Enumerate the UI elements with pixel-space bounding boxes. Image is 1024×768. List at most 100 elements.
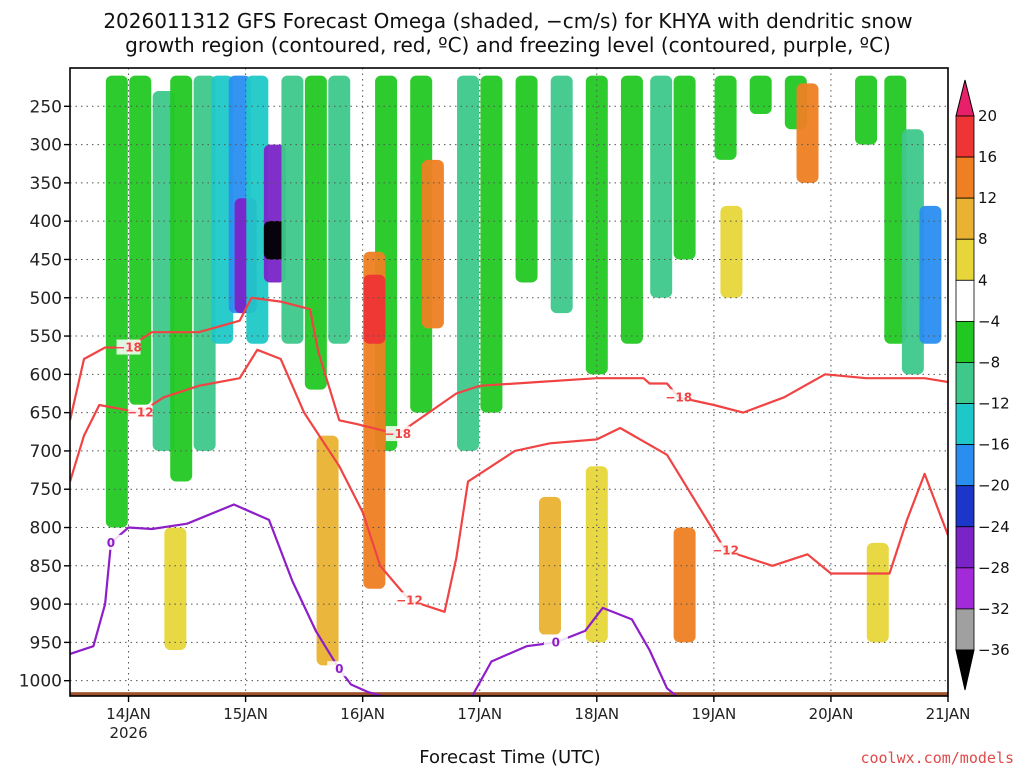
y-tick-label-950: 950 [30,633,62,653]
credit-text: coolwx.com/models [860,749,1014,767]
y-tick-label-350: 350 [30,174,62,194]
colorbar-label-8: −16 [978,436,1010,454]
chart-title-line-2: growth region (contoured, red, ºC) and f… [125,33,891,57]
omega-cell-16 [457,75,480,451]
omega-cell-41 [866,542,889,643]
colorbar-segment-11 [955,526,975,569]
x-tick-label-17JAN: 17JAN [457,705,502,723]
contour-label-bg-1-1 [397,592,422,608]
x-tick-label-14JAN: 14JAN [106,705,151,723]
x-tick-label-20JAN: 20JAN [809,705,854,723]
contour-line-0 [70,296,948,436]
omega-cell-30 [919,205,942,344]
y-tick-label-1000: 1000 [19,672,62,692]
colorbar-segment-3 [955,197,975,240]
omega-cell-23 [673,75,696,260]
omega-cell-25 [749,75,772,114]
omega-cell-21 [620,75,643,344]
contour-label-bg-1-0 [128,404,153,420]
y-tick-label-400: 400 [30,212,62,232]
terrain [70,692,948,696]
y-tick-label-550: 550 [30,327,62,347]
colorbar-label-12: −32 [978,600,1010,618]
omega-cell-17 [480,75,503,413]
contour-label-0-1: −18 [384,427,411,441]
y-tick-label-450: 450 [30,250,62,270]
omega-cell-34 [363,274,386,344]
omega-cell-24 [714,75,737,160]
omega-cell-10 [263,221,286,260]
contour-label-1-1: −12 [396,593,423,607]
plot-frame [69,67,949,697]
colorbar-label-6: −8 [978,353,1000,371]
omega-cell-27 [855,75,878,145]
omega-cell-22 [650,75,673,298]
omega-cell-2 [152,90,175,451]
contour-label-2-0: 0 [107,536,115,550]
colorbar-segment-9 [955,444,975,487]
colorbar: 20 16 12 8 4 −4 −8 −12 −16 −20 −24 −28 −32 −36 [955,79,1010,691]
contour-label-bg-0-0 [116,339,141,355]
omega-cell-29 [901,129,924,375]
omega-cell-28 [884,75,907,344]
omega-cell-3 [170,75,193,482]
contour-label-bg-0-2 [666,389,691,405]
x-tick-label-16JAN: 16JAN [340,705,385,723]
omega-cell-8 [246,75,269,344]
omega-cell-13 [328,75,351,344]
y-tick-label-850: 850 [30,557,62,577]
colorbar-label-7: −12 [978,395,1010,413]
contour-label-bg-2-1 [327,661,352,677]
y-tick-label-800: 800 [30,519,62,539]
y-tick-label-600: 600 [30,365,62,385]
colorbar-label-11: −28 [978,559,1010,577]
omega-cell-11 [281,75,304,344]
contour-label-0-2: −18 [665,390,692,404]
colorbar-label-13: −36 [978,641,1010,659]
contour-label-bg-2-2 [543,634,568,650]
colorbar-segment-12 [955,567,975,610]
gridlines [70,68,948,696]
contour-layer: −18 −18 −18 −12 −12 −12 0 0 0 [70,296,948,696]
colorbar-segment-5 [955,279,975,322]
colorbar-label-3: 8 [978,230,988,248]
y-tick-label-500: 500 [30,289,62,309]
x-tick-label-19JAN: 19JAN [691,705,736,723]
colorbar-segment-7 [955,362,975,404]
omega-cell-0 [105,75,128,528]
y-tick-label-250: 250 [30,97,62,117]
y-tick-label-900: 900 [30,595,62,615]
colorbar-segment-2 [955,156,975,199]
omega-cell-18 [515,75,538,283]
colorbar-label-0: 20 [978,107,997,125]
colorbar-label-4: 4 [978,271,988,289]
colorbar-top-arrow [955,79,975,117]
contour-label-2-1: 0 [335,662,343,676]
omega-cell-40 [796,83,819,183]
contour-label-bg-1-2 [713,542,738,558]
omega-cell-38 [673,527,696,643]
contour-label-bg-0-1 [385,426,410,442]
contour-label-2-2: 0 [552,635,560,649]
contour-label-1-0: −12 [127,406,154,420]
colorbar-label-1: 16 [978,148,997,166]
omega-cell-39 [720,205,743,298]
colorbar-bottom-arrow [955,649,975,691]
y-tick-label-700: 700 [30,442,62,462]
x-axis-label: Forecast Time (UTC) [419,747,600,768]
x-tick-label-18JAN: 18JAN [574,705,619,723]
omega-cell-15 [410,75,433,413]
terrain-layer [70,692,948,696]
colorbar-label-9: −20 [978,477,1010,495]
omega-cell-32 [316,435,339,666]
colorbar-label-2: 12 [978,189,997,207]
omega-cell-35 [421,159,444,329]
y-tick-label-300: 300 [30,136,62,156]
colorbar-label-10: −24 [978,518,1010,536]
contour-label-bg-2-0 [98,534,123,550]
omega-cell-37 [585,466,608,643]
colorbar-segment-10 [955,485,975,528]
x-tick-sublabel-14JAN: 2026 [109,724,147,742]
y-tick-label-650: 650 [30,404,62,424]
